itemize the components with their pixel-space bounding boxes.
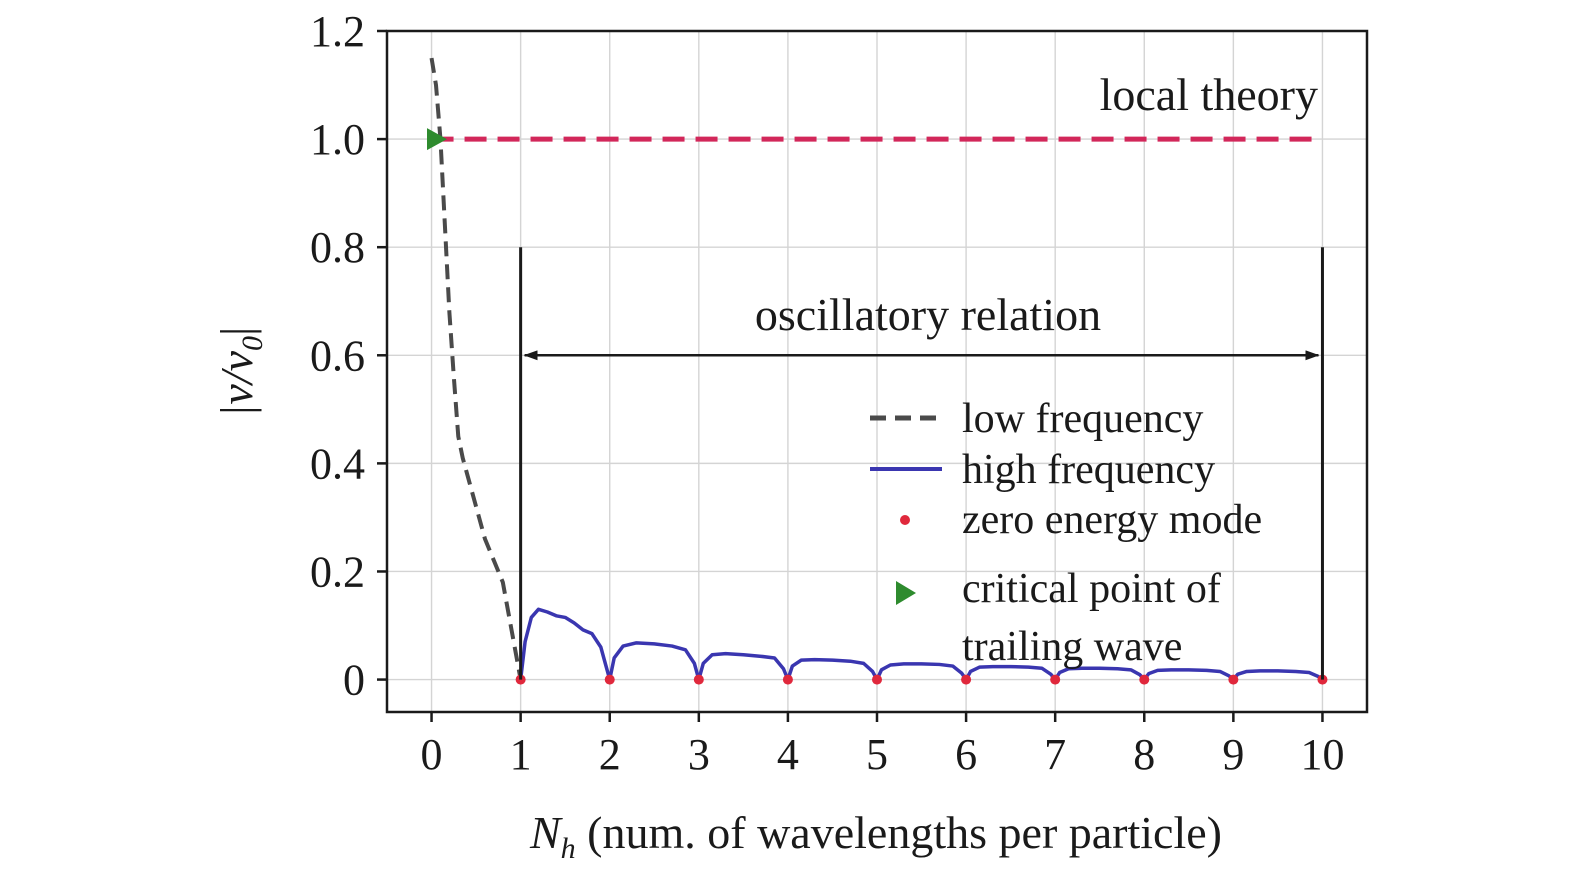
zero-energy-point-2 — [693, 674, 704, 685]
x-tick-label-1: 1 — [510, 730, 532, 779]
zero-energy-point-8 — [1228, 674, 1239, 685]
legend-low-frequency-label: low frequency — [962, 396, 1203, 442]
y-tick-label-3: 0.6 — [310, 331, 365, 380]
zero-energy-point-7 — [1139, 674, 1150, 685]
zero-energy-point-5 — [961, 674, 972, 685]
series-low-frequency — [429, 57, 523, 680]
x-tick-label-6: 6 — [955, 730, 977, 779]
zero-energy-point-4 — [872, 674, 882, 685]
annotations — [519, 247, 1324, 680]
y-axis-label: |v/v0| — [211, 327, 269, 417]
x-tick-label-0: 0 — [421, 730, 443, 779]
y-tick-label-6: 1.2 — [310, 7, 365, 56]
y-tick-label-1: 0.2 — [310, 547, 365, 596]
x-tick-label-7: 7 — [1044, 730, 1066, 779]
x-tick-label-5: 5 — [866, 730, 888, 779]
legend-zero-energy-label: zero energy mode — [962, 497, 1262, 543]
zero-energy-point-6 — [1050, 674, 1061, 685]
series-markers — [427, 128, 1328, 685]
y-tick-label-5: 1.0 — [310, 115, 365, 164]
x-tick-label-10: 10 — [1300, 730, 1344, 779]
x-tick-label-2: 2 — [599, 730, 621, 779]
x-tick-label-4: 4 — [777, 730, 799, 779]
x-tick-label-8: 8 — [1133, 730, 1155, 779]
legend-critical-point-marker — [896, 581, 916, 605]
legend-critical-point-label-1: critical point of — [962, 566, 1221, 612]
x-tick-label-9: 9 — [1222, 730, 1244, 779]
legend-high-frequency-label: high frequency — [962, 447, 1215, 493]
critical-point-marker-0 — [427, 128, 447, 151]
series-lines — [429, 57, 1324, 682]
zero-energy-point-3 — [782, 674, 793, 685]
x-tick-label-3: 3 — [688, 730, 710, 779]
y-tick-label-0: 0 — [343, 656, 365, 705]
local-theory-label: local theory — [1100, 69, 1318, 120]
zero-energy-point-1 — [604, 674, 615, 685]
x-ticks: 0 1 2 3 4 5 6 7 8 9 10 — [421, 712, 1344, 779]
y-ticks: 0 0.2 0.4 0.6 0.8 1.0 1.2 — [310, 7, 387, 705]
y-tick-label-4: 0.8 — [310, 223, 365, 272]
legend-critical-point-label-2: trailing wave — [962, 624, 1182, 670]
legend-zero-energy-marker — [900, 515, 910, 525]
legend: low frequency high frequency zero energy… — [870, 396, 1262, 670]
y-tick-label-2: 0.4 — [310, 439, 365, 488]
x-axis-label: Nh (num. of wavelengths per particle) — [529, 807, 1222, 865]
series-high-frequency — [518, 607, 1324, 682]
oscillatory-relation-label: oscillatory relation — [755, 289, 1101, 340]
